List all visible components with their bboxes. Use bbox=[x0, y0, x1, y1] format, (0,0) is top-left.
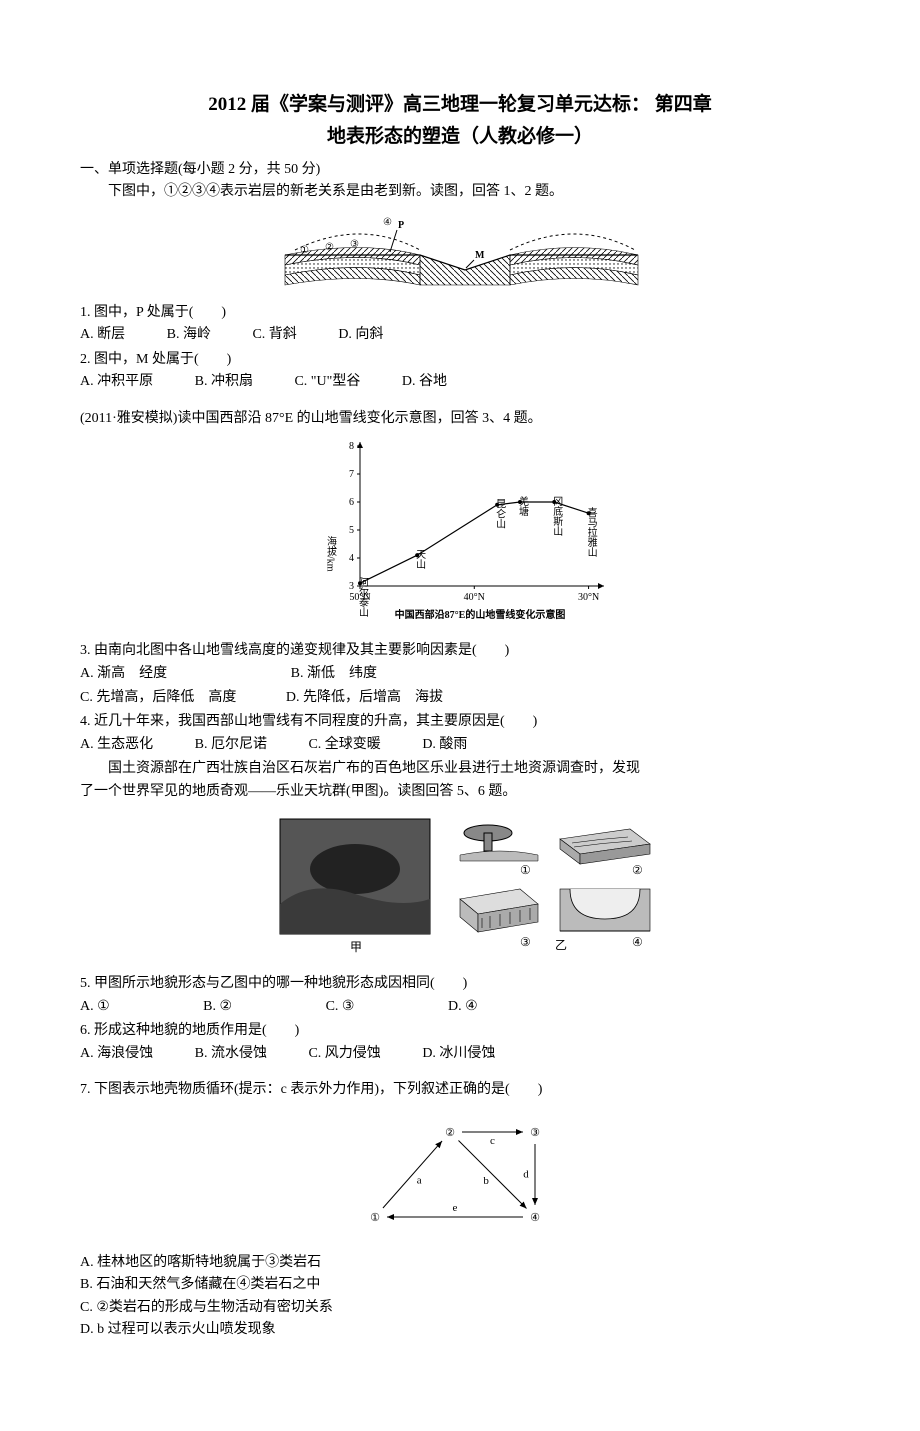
q3-opt-c: C. 先增高，后降低 高度 bbox=[80, 687, 236, 709]
question-3: 3. 由南向北图中各山地雪线高度的递变规律及其主要影响因素是( ) bbox=[80, 640, 840, 662]
question-2: 2. 图中，M 处属于( ) bbox=[80, 349, 840, 371]
question-6-options: A. 海浪侵蚀 B. 流水侵蚀 C. 风力侵蚀 D. 冰川侵蚀 bbox=[80, 1043, 840, 1065]
q2-opt-b: B. 冲积扇 bbox=[195, 371, 253, 393]
q1-opt-a: A. 断层 bbox=[80, 324, 125, 346]
question-1-options: A. 断层 B. 海岭 C. 背斜 D. 向斜 bbox=[80, 324, 840, 346]
question-4-options: A. 生态恶化 B. 厄尔尼诺 C. 全球变暖 D. 酸雨 bbox=[80, 734, 840, 756]
question-4: 4. 近几十年来，我国西部山地雪线有不同程度的升高，其主要原因是( ) bbox=[80, 711, 840, 733]
q6-opt-b: B. 流水侵蚀 bbox=[195, 1043, 267, 1065]
q1-opt-d: D. 向斜 bbox=[338, 324, 383, 346]
svg-text:③: ③ bbox=[530, 1127, 540, 1139]
fig3-n2: ② bbox=[632, 863, 643, 877]
svg-text:冈底斯山: 冈底斯山 bbox=[551, 496, 563, 536]
q5-opt-c: C. ③ bbox=[326, 996, 355, 1018]
q6-opt-d: D. 冰川侵蚀 bbox=[422, 1043, 495, 1065]
question-5: 5. 甲图所示地貌形态与乙图中的哪一种地貌形态成因相同( ) bbox=[80, 973, 840, 995]
doc-title-1: 2012 届《学案与测评》高三地理一轮复习单元达标： 第四章 bbox=[80, 90, 840, 120]
q7-opt-a: A. 桂林地区的喀斯特地貌属于③类岩石 bbox=[80, 1252, 840, 1274]
intro-3b: 了一个世界罕见的地质奇观——乐业天坑群(甲图)。读图回答 5、6 题。 bbox=[80, 781, 840, 803]
question-6: 6. 形成这种地貌的地质作用是( ) bbox=[80, 1020, 840, 1042]
fig1-m: M bbox=[475, 250, 485, 261]
fig1-p: P bbox=[398, 220, 404, 231]
svg-text:①: ① bbox=[370, 1212, 380, 1224]
svg-text:喜马拉雅山: 喜马拉雅山 bbox=[585, 506, 597, 557]
q7-opt-c: C. ②类岩石的形成与生物活动有密切关系 bbox=[80, 1297, 840, 1319]
figure-snowline-chart: 34567850°N40°N30°N海拔/km阿尔泰山天山昆仑山羌塘冈底斯山喜马… bbox=[80, 436, 840, 634]
fig1-n1: ① bbox=[300, 245, 309, 256]
doc-title-2: 地表形态的塑造（人教必修一） bbox=[80, 122, 840, 152]
q5-opt-d: D. ④ bbox=[448, 996, 478, 1018]
question-2-options: A. 冲积平原 B. 冲积扇 C. "U"型谷 D. 谷地 bbox=[80, 371, 840, 393]
svg-text:5: 5 bbox=[349, 525, 354, 536]
svg-text:c: c bbox=[490, 1135, 495, 1147]
figure-geology: ① ② ③ ④ P M bbox=[80, 210, 840, 296]
svg-text:40°N: 40°N bbox=[464, 592, 485, 603]
q5-opt-b: B. ② bbox=[203, 996, 232, 1018]
svg-text:海拔/km: 海拔/km bbox=[325, 535, 337, 572]
svg-text:②: ② bbox=[445, 1127, 455, 1139]
q4-opt-c: C. 全球变暖 bbox=[308, 734, 380, 756]
q6-opt-c: C. 风力侵蚀 bbox=[308, 1043, 380, 1065]
fig3-jia: 甲 bbox=[350, 940, 362, 954]
svg-text:昆仑山: 昆仑山 bbox=[494, 499, 506, 529]
svg-text:3: 3 bbox=[349, 581, 354, 592]
q1-opt-c: C. 背斜 bbox=[252, 324, 296, 346]
q7-opt-d: D. b 过程可以表示火山喷发现象 bbox=[80, 1319, 840, 1341]
fig3-yi: 乙 bbox=[555, 938, 567, 952]
svg-text:④: ④ bbox=[530, 1212, 540, 1224]
question-5-options: A. ① B. ② C. ③ D. ④ bbox=[80, 996, 840, 1018]
section-1-heading: 一、单项选择题(每小题 2 分，共 50 分) bbox=[80, 159, 840, 181]
q3-opt-b: B. 渐低 纬度 bbox=[291, 663, 377, 685]
intro-1: 下图中，①②③④表示岩层的新老关系是由老到新。读图，回答 1、2 题。 bbox=[80, 181, 840, 203]
q4-opt-a: A. 生态恶化 bbox=[80, 734, 153, 756]
intro-3a: 国土资源部在广西壮族自治区石灰岩广布的百色地区乐业县进行土地资源调查时，发现 bbox=[80, 758, 840, 780]
question-3-options-row1: A. 渐高 经度 B. 渐低 纬度 bbox=[80, 663, 840, 685]
intro-2: (2011·雅安模拟)读中国西部沿 87°E 的山地雪线变化示意图，回答 3、4… bbox=[80, 408, 840, 430]
svg-text:7: 7 bbox=[349, 469, 354, 480]
fig3-n3: ③ bbox=[520, 935, 531, 949]
svg-text:8: 8 bbox=[349, 441, 354, 452]
q1-opt-b: B. 海岭 bbox=[167, 324, 211, 346]
figure-landforms: 甲 ① ② ③ ④ 乙 bbox=[80, 809, 840, 967]
q4-opt-d: D. 酸雨 bbox=[422, 734, 467, 756]
svg-text:中国西部沿87°E的山地雪线变化示意图: 中国西部沿87°E的山地雪线变化示意图 bbox=[395, 608, 566, 621]
fig3-n4: ④ bbox=[632, 935, 643, 949]
svg-text:6: 6 bbox=[349, 497, 354, 508]
fig1-n3: ③ bbox=[350, 239, 359, 250]
q6-opt-a: A. 海浪侵蚀 bbox=[80, 1043, 153, 1065]
fig1-n4: ④ bbox=[383, 217, 392, 228]
svg-text:d: d bbox=[523, 1169, 529, 1181]
svg-text:羌塘: 羌塘 bbox=[517, 496, 529, 517]
q3-opt-a: A. 渐高 经度 bbox=[80, 663, 167, 685]
svg-text:阿尔泰山: 阿尔泰山 bbox=[357, 577, 369, 617]
q2-opt-d: D. 谷地 bbox=[402, 371, 447, 393]
q2-opt-a: A. 冲积平原 bbox=[80, 371, 153, 393]
svg-text:e: e bbox=[453, 1202, 458, 1214]
svg-text:a: a bbox=[417, 1175, 422, 1187]
fig1-n2: ② bbox=[325, 242, 334, 253]
fig3-n1: ① bbox=[520, 863, 531, 877]
svg-text:30°N: 30°N bbox=[578, 592, 599, 603]
question-3-options-row2: C. 先增高，后降低 高度 D. 先降低，后增高 海拔 bbox=[80, 687, 840, 709]
svg-text:4: 4 bbox=[349, 553, 354, 564]
svg-text:天山: 天山 bbox=[414, 549, 426, 569]
q5-opt-a: A. ① bbox=[80, 996, 110, 1018]
q3-opt-d: D. 先降低，后增高 海拔 bbox=[286, 687, 443, 709]
q2-opt-c: C. "U"型谷 bbox=[294, 371, 360, 393]
q7-opt-b: B. 石油和天然气多储藏在④类岩石之中 bbox=[80, 1274, 840, 1296]
svg-text:b: b bbox=[483, 1175, 489, 1187]
question-1: 1. 图中，P 处属于( ) bbox=[80, 302, 840, 324]
q4-opt-b: B. 厄尔尼诺 bbox=[195, 734, 267, 756]
figure-rock-cycle: a c b d e ① ② ③ ④ bbox=[80, 1107, 840, 1245]
question-7: 7. 下图表示地壳物质循环(提示：c 表示外力作用)，下列叙述正确的是( ) bbox=[80, 1079, 840, 1101]
